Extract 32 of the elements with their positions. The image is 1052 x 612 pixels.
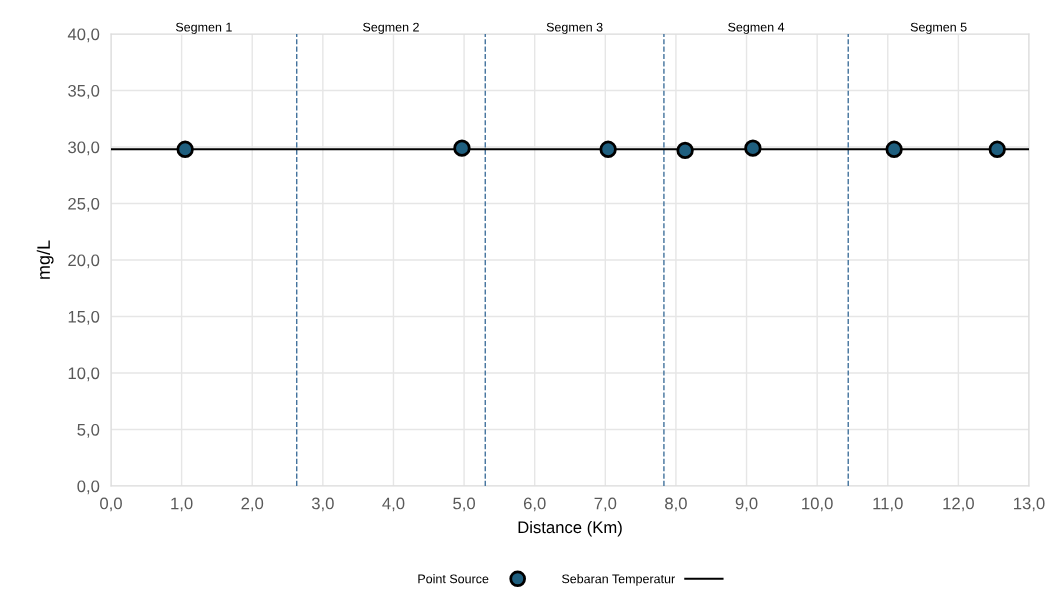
annotation: Segmen 2 [363, 22, 419, 34]
legend-label: Point Source [418, 574, 489, 584]
x-tick-label: 3,0 [311, 497, 334, 512]
y-tick-label: 10,0 [68, 367, 100, 382]
x-axis-title: Distance (Km) [518, 520, 622, 537]
x-tick-label: 2,0 [241, 497, 264, 512]
x-tick-label: 7,0 [594, 497, 617, 512]
y-tick-label: 15,0 [68, 310, 100, 325]
x-tick-label: 1,0 [171, 497, 193, 512]
x-tick-label: 10,0 [802, 497, 833, 512]
x-tick-label: 4,0 [382, 497, 405, 512]
y-axis-title: mg/L [36, 240, 54, 279]
y-tick-label: 0,0 [77, 480, 100, 495]
y-tick-label: 30,0 [68, 141, 100, 156]
annotation: Segmen 5 [910, 22, 967, 34]
y-tick-label: 35,0 [68, 84, 100, 99]
y-tick-label: 5,0 [77, 423, 100, 438]
y-tick-label: 20,0 [68, 254, 100, 269]
x-tick-label: 9,0 [735, 497, 758, 512]
x-tick-label: 6,0 [523, 497, 546, 512]
y-tick-label: 40,0 [67, 28, 100, 43]
y-tick-label: 25,0 [68, 197, 100, 212]
annotation: Segmen 3 [546, 22, 603, 34]
x-tick-label: 8,0 [665, 497, 687, 512]
x-tick-label: 12,0 [943, 497, 974, 512]
x-tick-label: 5,0 [453, 497, 476, 512]
x-tick-label: 11,0 [873, 497, 903, 512]
x-tick-label: 13,0 [1014, 497, 1045, 512]
annotation: Segmen 1 [175, 22, 232, 34]
legend-label: Sebaran Temperatur [561, 574, 675, 586]
x-tick-label: 0,0 [100, 497, 122, 512]
annotation: Segmen 4 [728, 22, 785, 34]
